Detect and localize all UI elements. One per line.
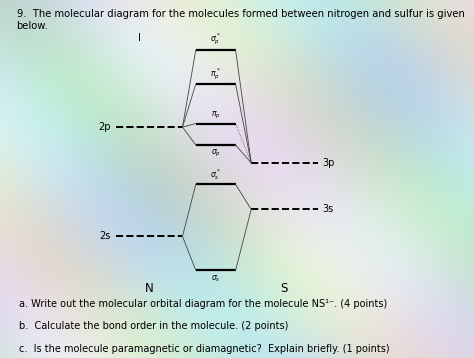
Text: b.  Calculate the bond order in the molecule. (2 points): b. Calculate the bond order in the molec… (19, 321, 288, 332)
Text: a. Write out the molecular orbital diagram for the molecule NS¹⁻. (4 points): a. Write out the molecular orbital diagr… (19, 299, 387, 309)
Text: $\sigma_s$: $\sigma_s$ (211, 273, 220, 284)
Text: S: S (281, 282, 288, 295)
Text: $\sigma_p$: $\sigma_p$ (210, 148, 221, 159)
Text: N: N (145, 282, 154, 295)
Text: $\pi_p^*$: $\pi_p^*$ (210, 66, 221, 82)
Text: 9.  The molecular diagram for the molecules formed between nitrogen and sulfur i: 9. The molecular diagram for the molecul… (17, 9, 465, 19)
Text: $\pi_p$: $\pi_p$ (211, 110, 220, 121)
Text: 3p: 3p (322, 158, 335, 168)
Text: $\sigma_p^*$: $\sigma_p^*$ (210, 32, 221, 47)
Text: $\sigma_s^*$: $\sigma_s^*$ (210, 166, 221, 182)
Text: c.  Is the molecule paramagnetic or diamagnetic?  Explain briefly. (1 points): c. Is the molecule paramagnetic or diama… (19, 344, 390, 354)
Text: 2p: 2p (98, 122, 110, 132)
Text: 3s: 3s (322, 204, 334, 214)
Text: below.: below. (17, 21, 48, 32)
Text: I: I (138, 33, 141, 43)
Text: 2s: 2s (99, 231, 110, 241)
